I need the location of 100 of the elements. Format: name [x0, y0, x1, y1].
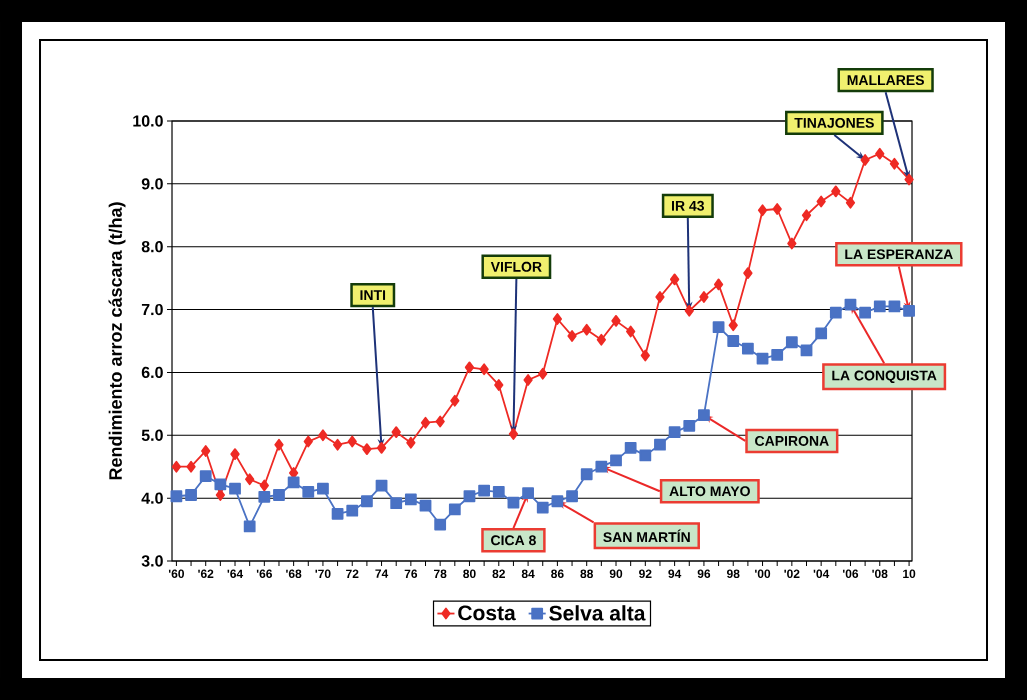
x-tick-label: '06	[843, 569, 859, 579]
point	[815, 327, 828, 340]
annotation: ALTO MAYO	[669, 486, 750, 497]
point	[595, 460, 608, 473]
point	[406, 436, 416, 449]
y-tick-label: 8.0	[141, 241, 163, 253]
point	[538, 367, 548, 380]
y-tick-label: 9.0	[141, 178, 163, 190]
point	[478, 484, 491, 497]
x-tick-label: 82	[492, 569, 505, 579]
point	[273, 489, 285, 501]
x-tick-label: 90	[609, 569, 623, 579]
point	[640, 349, 650, 362]
point	[582, 323, 592, 336]
point	[259, 479, 269, 492]
point	[318, 429, 328, 442]
point	[668, 426, 681, 439]
y-tick-label: 10.0	[133, 115, 163, 127]
point	[215, 489, 226, 501]
point	[566, 490, 578, 503]
x-tick-label: 78	[434, 569, 447, 579]
x-tick-label: '64	[227, 569, 244, 579]
point	[287, 476, 300, 489]
point	[727, 335, 740, 347]
point	[434, 518, 447, 531]
x-tick-label: 92	[639, 569, 652, 579]
x-tick-label: 72	[346, 569, 359, 578]
point	[728, 319, 738, 332]
point	[346, 504, 359, 517]
point	[580, 468, 593, 481]
point	[536, 501, 549, 514]
point	[448, 503, 461, 516]
point	[199, 470, 212, 483]
point	[875, 147, 885, 160]
x-tick-label: 86	[551, 569, 564, 579]
point	[302, 485, 315, 498]
point	[655, 291, 665, 303]
point	[639, 449, 652, 462]
point	[274, 438, 284, 451]
x-tick-label: '66	[256, 569, 272, 579]
point	[303, 435, 313, 448]
x-tick-label: '70	[315, 569, 331, 579]
point	[684, 304, 694, 317]
annotation: SAN MARTÍN	[603, 529, 690, 543]
point	[889, 157, 900, 170]
point	[171, 460, 182, 473]
y-tick-label: 6.0	[141, 366, 163, 379]
point	[243, 520, 256, 533]
legend-label: Costa	[458, 605, 516, 621]
x-tick-label: '08	[872, 569, 888, 579]
point	[873, 300, 886, 313]
point	[552, 313, 563, 325]
point	[317, 482, 329, 495]
point	[362, 443, 372, 455]
point	[522, 487, 534, 499]
point	[494, 379, 504, 391]
y-tick-label: 7.0	[141, 303, 163, 316]
x-tick-label: 74	[375, 569, 389, 578]
x-tick-label: 96	[697, 569, 711, 579]
point	[743, 267, 753, 279]
x-tick-label: 76	[404, 569, 418, 579]
point	[787, 237, 797, 250]
point	[435, 415, 445, 428]
point	[450, 394, 460, 407]
y-axis-title: Rendimiento arroz cáscara (t/ha)	[108, 202, 126, 480]
point	[245, 473, 255, 486]
annotation: VIFLOR	[490, 261, 542, 272]
point	[903, 304, 915, 317]
point	[391, 426, 401, 439]
point	[713, 278, 724, 291]
point	[741, 342, 754, 355]
annotation: CAPIRONA	[755, 435, 829, 446]
point	[170, 490, 183, 503]
point	[859, 306, 872, 319]
y-tick-label: 5.0	[141, 429, 163, 441]
point	[420, 416, 431, 429]
point	[683, 419, 696, 432]
point	[904, 173, 914, 186]
point	[669, 273, 680, 286]
point	[463, 490, 476, 503]
point	[258, 490, 271, 503]
x-tick-label: 94	[668, 569, 682, 579]
annotation: TINAJONES	[794, 117, 874, 128]
annotation: CICA 8	[491, 535, 536, 546]
point	[801, 209, 812, 222]
point	[331, 507, 344, 520]
point	[419, 499, 432, 512]
point	[185, 489, 197, 501]
point	[611, 314, 621, 327]
point	[757, 204, 768, 217]
x-tick-label: 10	[903, 569, 916, 579]
point	[845, 196, 856, 209]
point	[860, 154, 870, 166]
point	[464, 361, 475, 374]
point	[186, 460, 196, 473]
x-tick-label: '02	[784, 569, 800, 579]
point	[390, 497, 403, 510]
point	[551, 495, 564, 508]
point	[508, 428, 519, 440]
annotation: LA CONQUISTA	[832, 370, 937, 384]
